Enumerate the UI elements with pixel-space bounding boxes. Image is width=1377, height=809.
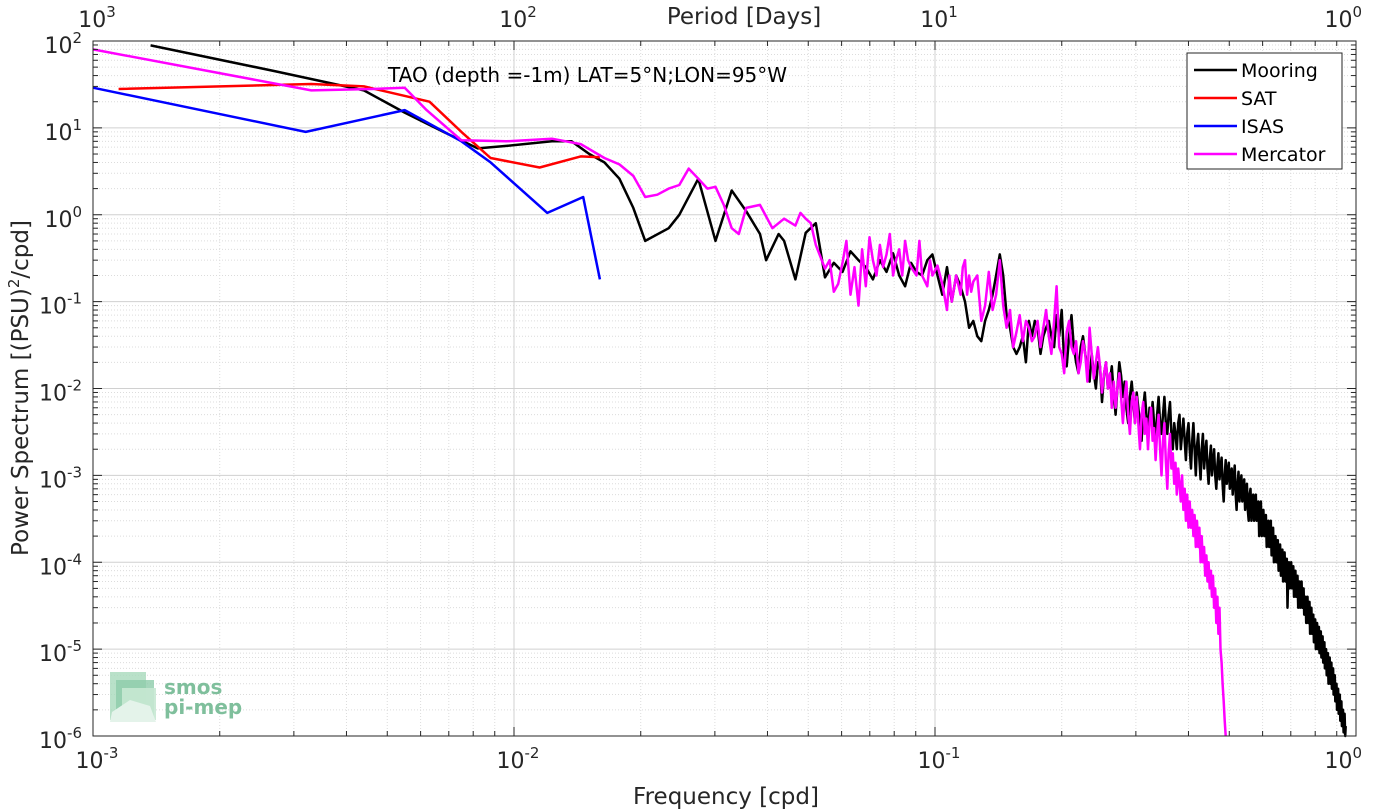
x-tick-label: 10-3: [76, 744, 119, 774]
legend-item-mooring: Mooring: [1194, 60, 1318, 82]
y-tick-label-exp: -5: [67, 637, 82, 655]
y-axis-label-tail: /cpd]: [8, 220, 34, 279]
y-tick-label-exp: 0: [72, 203, 82, 221]
y-tick-label: 10-2: [39, 377, 82, 407]
x-axis-label: Frequency [cpd]: [633, 784, 819, 809]
y-tick-label: 102: [44, 29, 82, 59]
y-tick-label-base: 10: [44, 208, 72, 233]
x-tick-label-base: 10: [76, 749, 104, 774]
legend-label-mercator: Mercator: [1241, 144, 1326, 166]
y-tick-label-base: 10: [39, 468, 67, 493]
y-tick-label-exp: -4: [67, 550, 82, 568]
legend-label-sat: SAT: [1241, 88, 1277, 110]
top-tick-label-base: 10: [78, 8, 106, 33]
y-tick-label: 100: [44, 203, 82, 233]
y-tick-label-base: 10: [39, 729, 67, 754]
series-layer: [92, 44, 1347, 738]
legend: Mooring SAT ISAS Mercator: [1186, 52, 1343, 170]
y-tick-label-base: 10: [44, 121, 72, 146]
y-tick-label: 10-5: [39, 637, 82, 667]
series-line-mercator: [92, 48, 1227, 737]
x-tick-label: 10-1: [918, 744, 961, 774]
logo-graphic: [110, 672, 156, 722]
logo-line2: pi-mep: [164, 695, 242, 719]
y-axis-label-main: Power Spectrum [(PSU): [8, 288, 34, 556]
series-line-sat: [118, 82, 600, 169]
top-tick-label: 101: [920, 3, 958, 33]
y-tick-label-exp: -1: [67, 290, 82, 308]
top-tick-label-base: 10: [1324, 8, 1352, 33]
x-tick-label-exp: -2: [525, 744, 540, 762]
legend-item-mercator: Mercator: [1194, 144, 1326, 166]
y-tick-label-base: 10: [39, 555, 67, 580]
y-axis-label: Power Spectrum [(PSU)2/cpd]: [5, 220, 34, 556]
y-tick-label: 10-1: [39, 290, 82, 320]
y-tick-label-base: 10: [39, 642, 67, 667]
x-tick-label-exp: -1: [946, 744, 961, 762]
y-axis-label-sup: 2: [5, 279, 23, 289]
legend-label-isas: ISAS: [1241, 116, 1284, 138]
top-tick-label: 102: [499, 3, 537, 33]
y-tick-label-base: 10: [44, 34, 72, 59]
legend-box: [1186, 52, 1343, 170]
legend-item-isas: ISAS: [1194, 116, 1284, 138]
x-tick-label-base: 10: [1324, 749, 1352, 774]
y-tick-label-exp: -2: [67, 377, 82, 395]
y-tick-label-base: 10: [39, 295, 67, 320]
top-tick-label-exp: 1: [948, 3, 958, 21]
top-tick-label: 100: [1324, 3, 1362, 33]
smos-pimep-logo: smos pi-mep: [110, 672, 242, 722]
y-tick-label: 101: [44, 116, 82, 146]
x-tick-label: 100: [1324, 744, 1362, 774]
y-tick-label-exp: -6: [67, 724, 82, 742]
x-tick-label-exp: -3: [104, 744, 119, 762]
top-tick-label: 103: [78, 3, 116, 33]
top-tick-label-exp: 2: [527, 3, 537, 21]
y-tick-label-base: 10: [39, 382, 67, 407]
y-tick-label-exp: 1: [72, 116, 82, 134]
top-tick-label-base: 10: [920, 8, 948, 33]
legend-label-mooring: Mooring: [1241, 60, 1318, 82]
x-tick-label-base: 10: [497, 749, 525, 774]
x-tick-label: 10-2: [497, 744, 540, 774]
y-tick-label: 10-4: [39, 550, 82, 580]
x-tick-label-base: 10: [918, 749, 946, 774]
tick-marks: [92, 40, 1357, 737]
top-tick-label-base: 10: [499, 8, 527, 33]
y-tick-label-exp: 2: [72, 29, 82, 47]
y-tick-label: 10-3: [39, 463, 82, 493]
top-tick-label-exp: 3: [106, 3, 116, 21]
logo-line1: smos: [164, 675, 222, 699]
top-tick-label-exp: 0: [1352, 3, 1362, 21]
y-tick-label-exp: -3: [67, 463, 82, 481]
legend-item-sat: SAT: [1194, 88, 1277, 110]
top-axis-label: Period [Days]: [667, 4, 821, 30]
x-tick-label-exp: 0: [1352, 744, 1362, 762]
series-line-isas: [92, 86, 602, 280]
chart-title: TAO (depth =-1m) LAT=5°N;LON=95°W: [387, 63, 787, 87]
y-tick-label: 10-6: [39, 724, 82, 754]
